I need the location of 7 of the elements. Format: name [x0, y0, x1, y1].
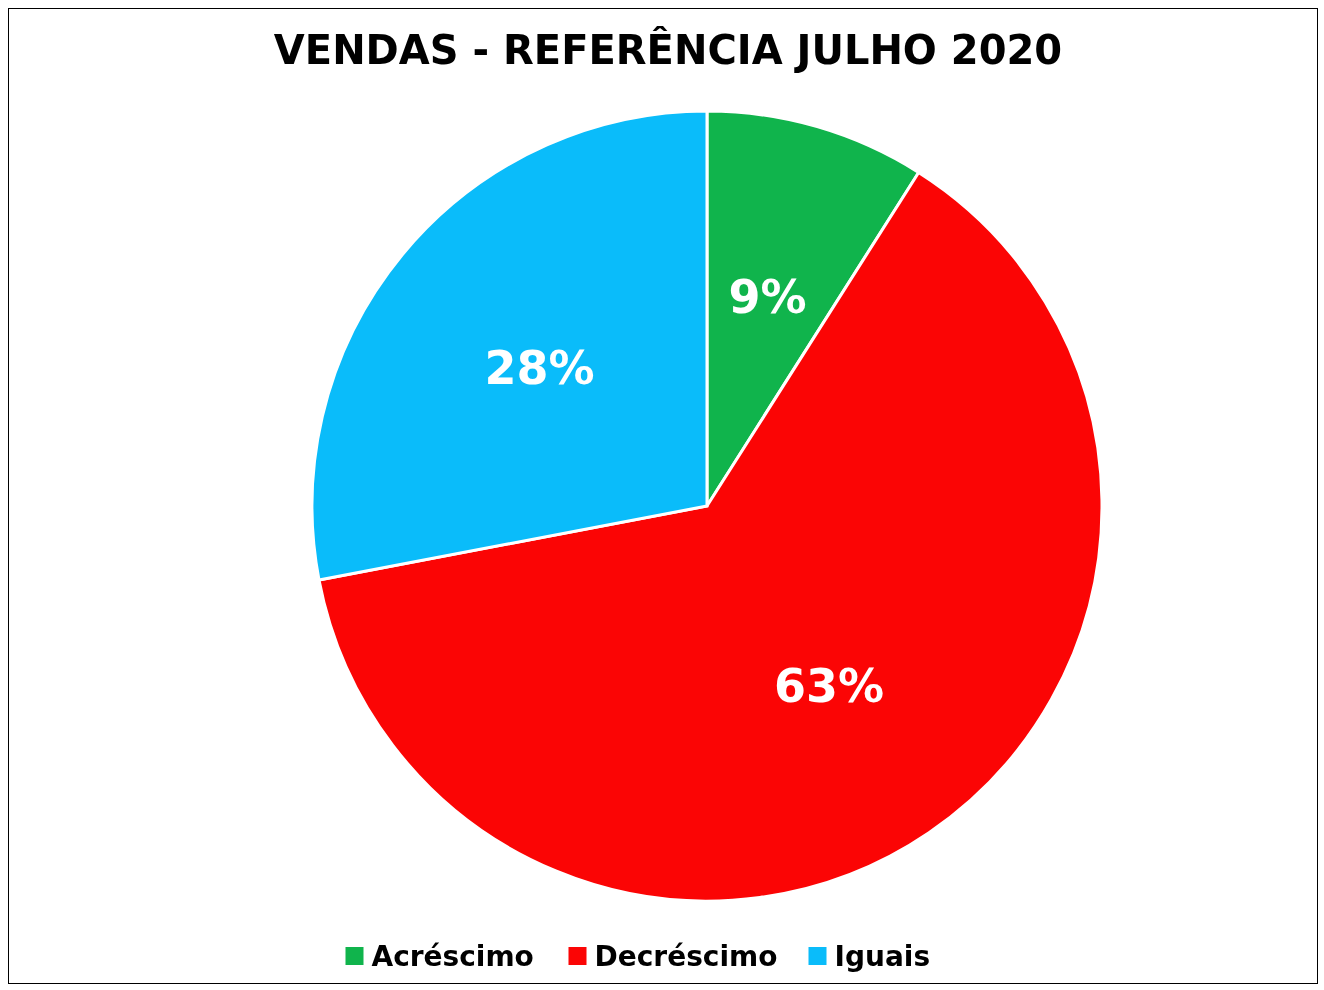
legend-label: Iguais [834, 939, 931, 973]
data-label: 9% [728, 270, 807, 325]
data-label: 28% [484, 340, 595, 395]
data-label: 63% [774, 658, 885, 713]
chart-title: VENDAS - REFERÊNCIA JULHO 2020 [273, 26, 1063, 73]
legend-label: Decréscimo [594, 939, 778, 973]
legend-label: Acréscimo [371, 939, 534, 973]
